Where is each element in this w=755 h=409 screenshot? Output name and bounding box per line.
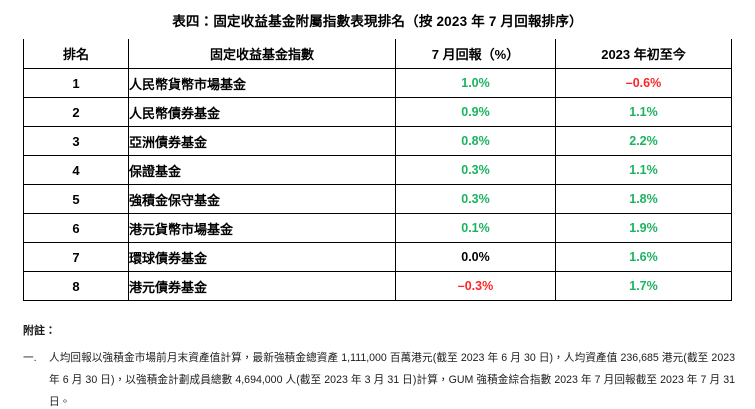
ytd-return-value: 1.6% xyxy=(629,250,658,264)
ytd-return-value: 1.9% xyxy=(629,221,658,235)
table-row: 2 人民幣債券基金 0.9% 1.1% xyxy=(23,97,732,127)
fund-name-cell: 人民幣債券基金 xyxy=(128,97,396,127)
fund-name-cell: 港元債券基金 xyxy=(128,271,396,301)
july-return-cell: –0.3% xyxy=(395,271,556,301)
footnotes-section: 附註： 一. 人均回報以強積金市場前月末資產值計算，最新強積金總資產 1,111… xyxy=(23,322,735,409)
rank-cell: 1 xyxy=(23,68,129,98)
july-return-value: 0.8% xyxy=(461,134,490,148)
col-header-ytd: 2023 年初至今 xyxy=(555,39,732,69)
fund-name-cell: 環球債券基金 xyxy=(128,242,396,272)
july-return-value: 0.0% xyxy=(461,250,490,264)
ytd-return-value: 1.8% xyxy=(629,192,658,206)
ytd-return-cell: 1.8% xyxy=(555,184,732,214)
july-return-cell: 0.8% xyxy=(395,126,556,156)
ytd-return-cell: 1.6% xyxy=(555,242,732,272)
ytd-return-value: 1.1% xyxy=(629,105,658,119)
col-header-index-name: 固定收益基金指數 xyxy=(128,39,396,69)
table-row: 3 亞洲債券基金 0.8% 2.2% xyxy=(23,126,732,156)
col-header-july-return: 7 月回報（%） xyxy=(395,39,556,69)
ytd-return-value: 1.7% xyxy=(629,279,658,293)
ytd-return-cell: –0.6% xyxy=(555,68,732,98)
july-return-cell: 0.9% xyxy=(395,97,556,127)
rank-cell: 8 xyxy=(23,271,129,301)
footnote-marker: 一. xyxy=(23,352,37,364)
fund-name-cell: 強積金保守基金 xyxy=(128,184,396,214)
rank-cell: 7 xyxy=(23,242,129,272)
footnotes-heading: 附註： xyxy=(23,325,56,337)
rank-cell: 6 xyxy=(23,213,129,243)
july-return-value: 1.0% xyxy=(461,76,490,90)
fund-name-cell: 保證基金 xyxy=(128,155,396,185)
ytd-return-cell: 1.1% xyxy=(555,155,732,185)
july-return-value: 0.1% xyxy=(461,221,490,235)
ytd-return-value: 1.1% xyxy=(629,163,658,177)
july-return-value: 0.3% xyxy=(461,192,490,206)
table-row: 5 強積金保守基金 0.3% 1.8% xyxy=(23,184,732,214)
rank-cell: 3 xyxy=(23,126,129,156)
july-return-cell: 0.1% xyxy=(395,213,556,243)
july-return-cell: 0.3% xyxy=(395,155,556,185)
ytd-return-cell: 2.2% xyxy=(555,126,732,156)
ytd-return-cell: 1.1% xyxy=(555,97,732,127)
july-return-cell: 0.0% xyxy=(395,242,556,272)
ytd-return-value: –0.6% xyxy=(625,76,662,90)
july-return-value: 0.9% xyxy=(461,105,490,119)
fund-name-cell: 人民幣貨幣市場基金 xyxy=(128,68,396,98)
fund-name-cell: 港元貨幣市場基金 xyxy=(128,213,396,243)
rank-cell: 2 xyxy=(23,97,129,127)
table-row: 7 環球債券基金 0.0% 1.6% xyxy=(23,242,732,272)
footnote-text: 人均回報以強積金市場前月末資產值計算，最新強積金總資產 1,111,000 百萬… xyxy=(49,352,735,408)
rank-cell: 4 xyxy=(23,155,129,185)
table-row: 4 保證基金 0.3% 1.1% xyxy=(23,155,732,185)
footnote-item: 一. 人均回報以強積金市場前月末資產值計算，最新強積金總資產 1,111,000… xyxy=(23,347,735,409)
july-return-cell: 1.0% xyxy=(395,68,556,98)
ytd-return-cell: 1.7% xyxy=(555,271,732,301)
fund-name-cell: 亞洲債券基金 xyxy=(128,126,396,156)
col-header-rank: 排名 xyxy=(23,39,129,69)
table-row: 8 港元債券基金 –0.3% 1.7% xyxy=(23,271,732,301)
july-return-cell: 0.3% xyxy=(395,184,556,214)
header-row: 排名 固定收益基金指數 7 月回報（%） 2023 年初至今 xyxy=(23,39,732,69)
table-row: 1 人民幣貨幣市場基金 1.0% –0.6% xyxy=(23,68,732,98)
july-return-value: –0.3% xyxy=(457,279,494,293)
table-title: 表四：固定收益基金附屬指數表現排名（按 2023 年 7 月回報排序） xyxy=(172,14,583,29)
july-return-value: 0.3% xyxy=(461,163,490,177)
rank-cell: 5 xyxy=(23,184,129,214)
performance-table: 排名 固定收益基金指數 7 月回報（%） 2023 年初至今 1 人民幣貨幣市場… xyxy=(23,39,732,301)
ytd-return-cell: 1.9% xyxy=(555,213,732,243)
ytd-return-value: 2.2% xyxy=(629,134,658,148)
table-row: 6 港元貨幣市場基金 0.1% 1.9% xyxy=(23,213,732,243)
